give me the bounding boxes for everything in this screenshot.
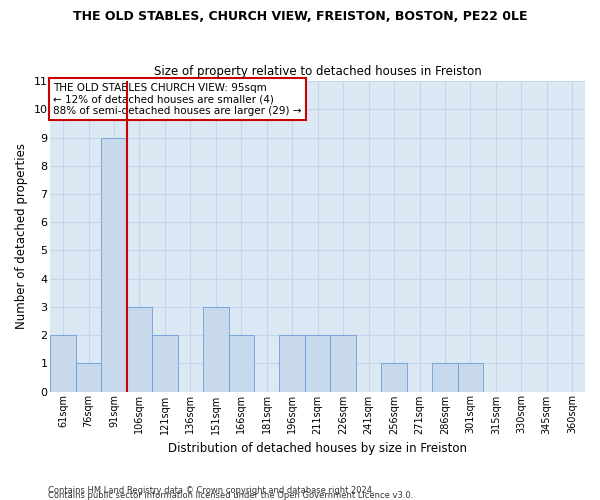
Text: Contains HM Land Registry data © Crown copyright and database right 2024.: Contains HM Land Registry data © Crown c… (48, 486, 374, 495)
Bar (127, 307, 152, 392)
Bar (229, 335, 254, 392)
Bar (152, 335, 178, 392)
Text: THE OLD STABLES, CHURCH VIEW, FREISTON, BOSTON, PE22 0LE: THE OLD STABLES, CHURCH VIEW, FREISTON, … (73, 10, 527, 23)
Text: THE OLD STABLES CHURCH VIEW: 95sqm
← 12% of detached houses are smaller (4)
88% : THE OLD STABLES CHURCH VIEW: 95sqm ← 12%… (53, 82, 302, 116)
Text: Contains public sector information licensed under the Open Government Licence v3: Contains public sector information licen… (48, 491, 413, 500)
Bar (101, 138, 127, 392)
Bar (432, 364, 458, 392)
Bar (76, 364, 101, 392)
Bar (305, 335, 331, 392)
Bar (458, 364, 483, 392)
Title: Size of property relative to detached houses in Freiston: Size of property relative to detached ho… (154, 66, 482, 78)
Bar (280, 335, 305, 392)
Y-axis label: Number of detached properties: Number of detached properties (15, 144, 28, 330)
Bar (331, 335, 356, 392)
Bar (382, 364, 407, 392)
Bar (50, 335, 76, 392)
X-axis label: Distribution of detached houses by size in Freiston: Distribution of detached houses by size … (168, 442, 467, 455)
Bar (203, 307, 229, 392)
